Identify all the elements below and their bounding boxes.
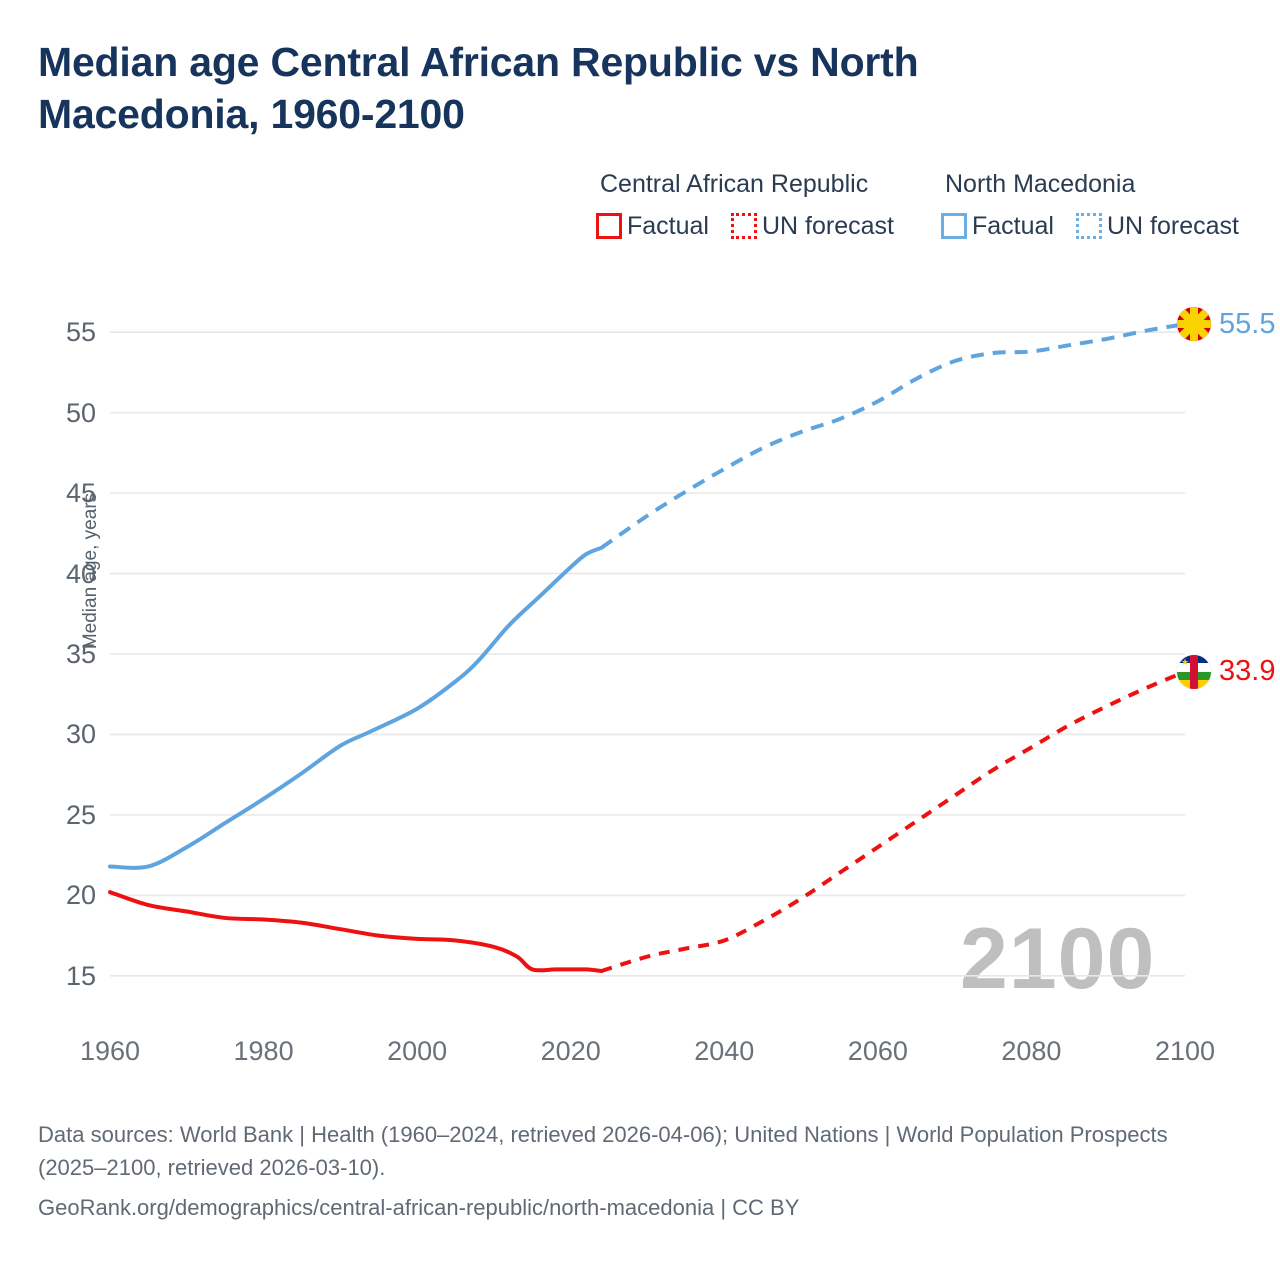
legend-country-label: North Macedonia — [945, 170, 1136, 198]
year-watermark: 2100 — [960, 911, 1156, 1007]
legend-swatch-dotted-icon — [730, 213, 757, 239]
y-axis-tick-label: 30 — [65, 719, 96, 750]
legend-swatch-dotted-icon — [1075, 213, 1102, 239]
footer: Data sources: World Bank | Health (1960–… — [38, 1118, 1238, 1224]
x-axis-tick-label: 2060 — [847, 1036, 908, 1066]
legend-swatch-solid-icon — [596, 213, 622, 239]
series-lines — [108, 322, 1186, 974]
endpoint-value: 55.5 — [1219, 307, 1276, 340]
page-title: Median age Central African Republic vs N… — [38, 39, 919, 138]
legend-item-label: UN forecast — [761, 211, 894, 240]
series-line-forecast — [600, 322, 1186, 550]
legend-item-nmk-factual[interactable]: Factual — [941, 213, 1054, 239]
y-axis-tick-label: 45 — [65, 478, 96, 509]
x-axis-tick-label: 2080 — [1001, 1036, 1062, 1066]
legend-item-label: Factual — [972, 211, 1054, 240]
y-axis-tick-label: 50 — [65, 397, 96, 428]
central-african-republic-flag-icon: ★ — [1177, 654, 1211, 689]
y-axis-tick-label: 15 — [65, 960, 96, 991]
legend-group-north-macedonia: North Macedonia Factual UN forecast — [941, 172, 1239, 239]
legend-item-car-forecast[interactable]: UN forecast — [730, 211, 894, 240]
legend-country-label: Central African Republic — [600, 170, 869, 198]
series-line-forecast — [600, 669, 1186, 973]
y-axis-tick-label: 20 — [65, 880, 96, 911]
x-axis-tick-label: 1980 — [233, 1036, 294, 1066]
gridlines — [110, 331, 1185, 977]
x-axis-tick-label: 2000 — [387, 1036, 448, 1066]
y-axis-tick-label: 40 — [65, 558, 96, 589]
legend-item-nmk-forecast[interactable]: UN forecast — [1075, 211, 1239, 240]
endpoint-central-african-republic[interactable]: ★ 33.9 — [1177, 654, 1276, 689]
north-macedonia-flag-icon — [1177, 307, 1211, 342]
x-axis-tick-label: 2100 — [1154, 1036, 1216, 1066]
source-url-text[interactable]: GeoRank.org/demographics/central-african… — [38, 1194, 800, 1220]
legend-group-central-african-republic: Central African Republic Factual UN fore… — [596, 172, 894, 239]
x-axis-tick-label: 2020 — [540, 1036, 601, 1066]
y-axis-tick-label: 55 — [65, 317, 96, 348]
y-axis-tick-label: 25 — [65, 799, 96, 830]
data-sources-text: Data sources: World Bank | Health (1960–… — [38, 1122, 1168, 1181]
endpoint-north-macedonia[interactable]: 55.5 — [1177, 307, 1276, 342]
legend-item-car-factual[interactable]: Factual — [596, 213, 709, 239]
legend-item-label: Factual — [627, 211, 709, 240]
legend-swatch-solid-icon — [941, 213, 967, 239]
x-axis-tick-label: 1960 — [79, 1036, 141, 1066]
x-axis-tick-label: 2040 — [694, 1036, 755, 1066]
chart-legend: Central African Republic Factual UN fore… — [596, 172, 1256, 254]
endpoint-value: 33.9 — [1219, 655, 1276, 688]
series-line-factual — [108, 545, 604, 870]
series-line-factual — [108, 890, 604, 974]
legend-item-label: UN forecast — [1106, 211, 1239, 240]
y-axis-tick-label: 35 — [65, 639, 96, 670]
